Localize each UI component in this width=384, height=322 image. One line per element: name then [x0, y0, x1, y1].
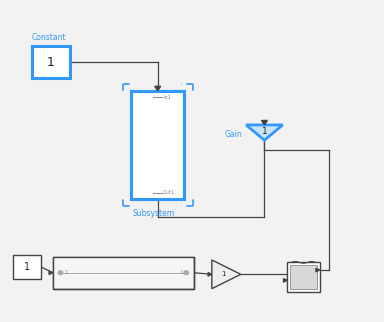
Text: 1: 1: [24, 262, 30, 272]
Text: 1: 1: [221, 271, 226, 277]
Polygon shape: [316, 268, 320, 272]
Text: Constant: Constant: [32, 33, 66, 42]
Text: Subsystem: Subsystem: [133, 209, 175, 218]
Bar: [133, 92, 182, 198]
Text: Out1: Out1: [163, 190, 175, 195]
Bar: [290, 265, 317, 289]
Bar: [131, 91, 184, 199]
Bar: [54, 258, 193, 288]
Circle shape: [184, 271, 189, 275]
Polygon shape: [155, 86, 161, 91]
Text: Gain: Gain: [225, 130, 242, 139]
Polygon shape: [212, 260, 241, 289]
Text: 1: 1: [64, 270, 68, 275]
Polygon shape: [49, 271, 53, 274]
Polygon shape: [208, 272, 212, 276]
Text: 1: 1: [179, 270, 183, 275]
Text: 1: 1: [47, 55, 55, 69]
Circle shape: [58, 271, 63, 275]
Bar: [53, 257, 194, 289]
Bar: [32, 46, 70, 78]
Bar: [131, 91, 184, 199]
Polygon shape: [246, 125, 283, 140]
Bar: [287, 261, 320, 292]
Bar: [13, 255, 41, 279]
Polygon shape: [262, 120, 267, 125]
Text: 1: 1: [262, 127, 267, 136]
Polygon shape: [283, 279, 287, 282]
Text: In1: In1: [163, 95, 171, 99]
Bar: [53, 257, 194, 289]
